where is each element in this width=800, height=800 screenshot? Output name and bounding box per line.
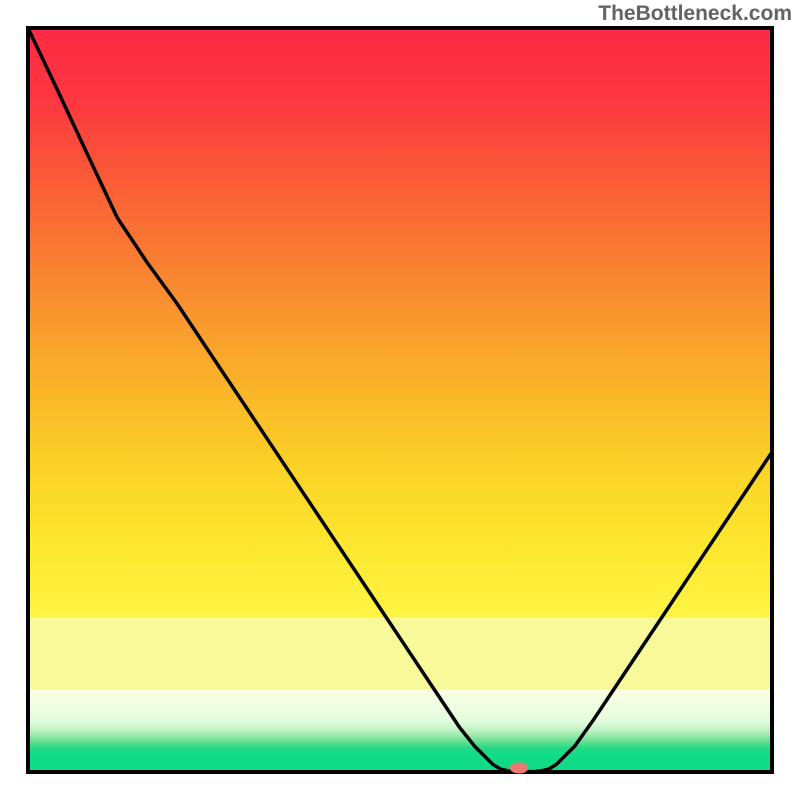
watermark-text: TheBottleneck.com [598,2,792,26]
bottleneck-chart [0,0,800,800]
chart-container: TheBottleneck.com [0,0,800,800]
